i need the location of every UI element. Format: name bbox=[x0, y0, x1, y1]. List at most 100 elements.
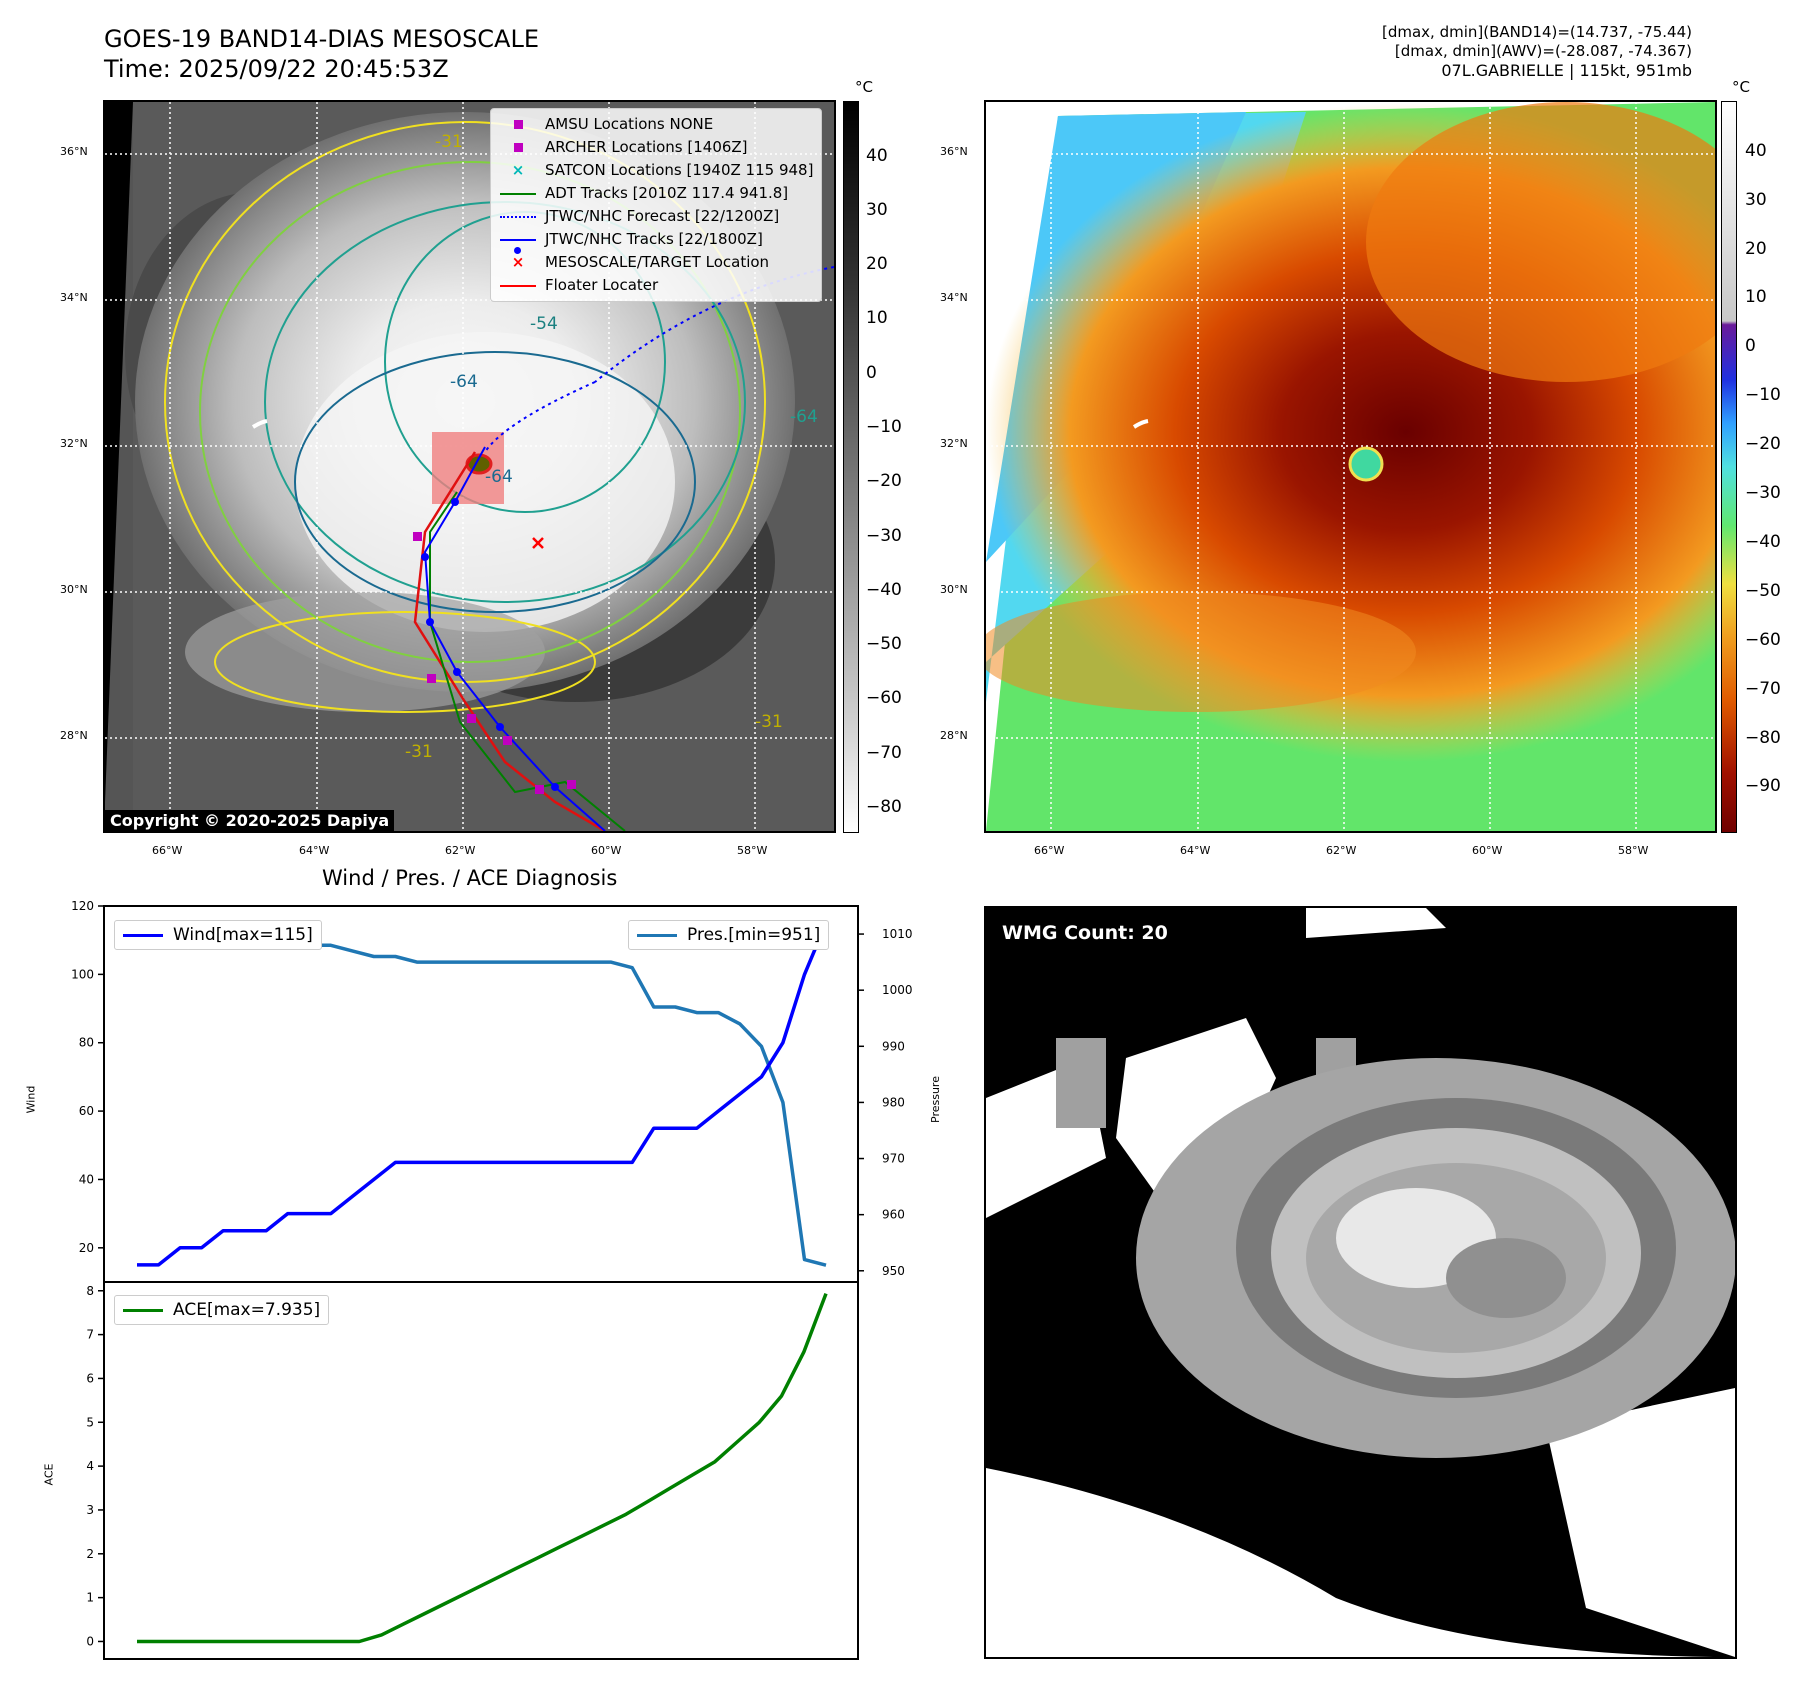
colorbar-tick: 30 bbox=[866, 200, 888, 220]
ace-tick-label: 1 bbox=[86, 1591, 94, 1605]
awv-map-image bbox=[986, 102, 1715, 831]
wind-tick-label: 100 bbox=[71, 967, 94, 981]
colorbar-tick: −30 bbox=[1745, 483, 1781, 503]
legend-item-target: × MESOSCALE/TARGET Location bbox=[511, 253, 770, 271]
legend-item-adt: ADT Tracks [2010Z 117.4 941.8] bbox=[499, 182, 813, 205]
legend-item-archer: ARCHER Locations [1406Z] bbox=[499, 136, 813, 159]
lon-tick: 58°W bbox=[1618, 844, 1649, 857]
pressure-series-line bbox=[137, 921, 827, 1267]
ace-tick-label: 4 bbox=[86, 1459, 94, 1473]
colorbar-tick: 20 bbox=[866, 254, 888, 274]
lon-tick: 62°W bbox=[445, 844, 476, 857]
pressure-tick-label: 960 bbox=[882, 1208, 905, 1222]
info-line2: [dmax, dmin](AWV)=(-28.087, -74.367) bbox=[1394, 42, 1692, 60]
ace-legend: ACE[max=7.935] bbox=[114, 1295, 330, 1325]
ace-axis-label: ACE bbox=[42, 1463, 56, 1486]
colorbar-tick: −10 bbox=[866, 417, 902, 437]
pressure-tick-label: 980 bbox=[882, 1095, 905, 1109]
colorbar-tick: 0 bbox=[1745, 336, 1756, 356]
legend-item-tracks: JTWC/NHC Tracks [22/1800Z] bbox=[499, 228, 813, 254]
colorbar-tick: 0 bbox=[866, 363, 877, 383]
lon-tick: 64°W bbox=[299, 844, 330, 857]
colorbar-tick: −80 bbox=[1745, 728, 1781, 748]
band14-map-panel: -54 -64 -64 -64 -31 -31 -31 AMSU Locatio… bbox=[103, 100, 836, 833]
ace-tick-label: 6 bbox=[86, 1371, 94, 1385]
wmg-image bbox=[986, 908, 1735, 1657]
ace-tick-label: 8 bbox=[86, 1284, 94, 1298]
colorbar-tick: 40 bbox=[1745, 141, 1767, 161]
pressure-tick-label: 970 bbox=[882, 1152, 905, 1166]
lon-tick: 58°W bbox=[737, 844, 768, 857]
wind-tick-label: 40 bbox=[79, 1172, 94, 1186]
wind-axes-frame bbox=[103, 905, 859, 1283]
wind-legend: Wind[max=115] bbox=[114, 920, 322, 950]
lat-tick: 32°N bbox=[940, 437, 968, 450]
ace-series-line bbox=[137, 1292, 828, 1644]
colorbar-tick: −10 bbox=[1745, 385, 1781, 405]
wind-series-line bbox=[137, 922, 828, 1267]
contour-label: -64 bbox=[790, 407, 818, 427]
diagnosis-title: Wind / Pres. / ACE Diagnosis bbox=[322, 866, 618, 890]
contour-label: -31 bbox=[405, 742, 433, 762]
ace-tick-label: 3 bbox=[86, 1503, 94, 1517]
colorbar-tick: −30 bbox=[866, 526, 902, 546]
lat-tick: 30°N bbox=[60, 583, 88, 596]
ace-axes-frame bbox=[103, 1281, 859, 1660]
colorbar-unit: °C bbox=[1732, 78, 1750, 96]
legend-item-forecast: JTWC/NHC Forecast [22/1200Z] bbox=[499, 205, 813, 228]
lon-tick: 60°W bbox=[1472, 844, 1503, 857]
lat-tick: 34°N bbox=[60, 291, 88, 304]
info-line3: 07L.GABRIELLE | 115kt, 951mb bbox=[1441, 61, 1692, 80]
colorbar-tick: −70 bbox=[1745, 679, 1781, 699]
colorbar-tick: −50 bbox=[1745, 581, 1781, 601]
ace-tick-label: 7 bbox=[86, 1328, 94, 1342]
colorbar-tick: 20 bbox=[1745, 239, 1767, 259]
wind-tick-label: 60 bbox=[79, 1104, 94, 1118]
wmg-count-label: WMG Count: 20 bbox=[1002, 922, 1168, 944]
awv-colorbar bbox=[1721, 101, 1737, 833]
colorbar-tick: 30 bbox=[1745, 190, 1767, 210]
colorbar-tick: 40 bbox=[866, 146, 888, 166]
colorbar-tick: −60 bbox=[866, 688, 902, 708]
lat-tick: 34°N bbox=[940, 291, 968, 304]
chart-title-line1: GOES-19 BAND14-DIAS MESOSCALE bbox=[104, 25, 540, 53]
ace-tick-label: 5 bbox=[86, 1415, 94, 1429]
contour-label: -64 bbox=[485, 467, 513, 487]
lon-tick: 60°W bbox=[591, 844, 622, 857]
colorbar-tick: −20 bbox=[866, 471, 902, 491]
pressure-tick-label: 1010 bbox=[882, 927, 913, 941]
legend-item-amsu: AMSU Locations NONE bbox=[499, 113, 813, 136]
lat-tick: 36°N bbox=[940, 145, 968, 158]
copyright-label: Copyright © 2020-2025 Dapiya bbox=[105, 810, 395, 831]
wind-axis-label: Wind bbox=[24, 1085, 38, 1114]
colorbar-tick: −70 bbox=[866, 743, 902, 763]
colorbar-tick: −80 bbox=[866, 797, 902, 817]
lat-tick: 32°N bbox=[60, 437, 88, 450]
colorbar-tick: −60 bbox=[1745, 630, 1781, 650]
lat-tick: 28°N bbox=[940, 729, 968, 742]
colorbar-unit: °C bbox=[855, 78, 873, 96]
legend-item-floater: Floater Locater bbox=[499, 274, 813, 297]
pressure-legend: Pres.[min=951] bbox=[628, 920, 830, 950]
colorbar-tick: 10 bbox=[1745, 287, 1767, 307]
info-line1: [dmax, dmin](BAND14)=(14.737, -75.44) bbox=[1381, 23, 1692, 41]
lat-tick: 28°N bbox=[60, 729, 88, 742]
colorbar-tick: −20 bbox=[1745, 434, 1781, 454]
wind-tick-label: 80 bbox=[79, 1036, 94, 1050]
map-legend: AMSU Locations NONE ARCHER Locations [14… bbox=[490, 108, 823, 302]
pressure-axis-label: Pressure bbox=[928, 1076, 942, 1123]
lon-tick: 66°W bbox=[152, 844, 183, 857]
ace-tick-label: 2 bbox=[86, 1547, 94, 1561]
contour-label: -31 bbox=[755, 712, 783, 732]
lat-tick: 36°N bbox=[60, 145, 88, 158]
contour-label: -54 bbox=[530, 314, 558, 334]
wind-tick-label: 20 bbox=[79, 1241, 94, 1255]
colorbar-tick: −50 bbox=[866, 634, 902, 654]
colorbar-tick: −40 bbox=[1745, 532, 1781, 552]
wind-tick-label: 120 bbox=[71, 899, 94, 913]
lon-tick: 64°W bbox=[1180, 844, 1211, 857]
colorbar-tick: −40 bbox=[866, 580, 902, 600]
contour-label: -64 bbox=[450, 372, 478, 392]
band14-colorbar bbox=[843, 101, 859, 833]
colorbar-tick: −90 bbox=[1745, 776, 1781, 796]
